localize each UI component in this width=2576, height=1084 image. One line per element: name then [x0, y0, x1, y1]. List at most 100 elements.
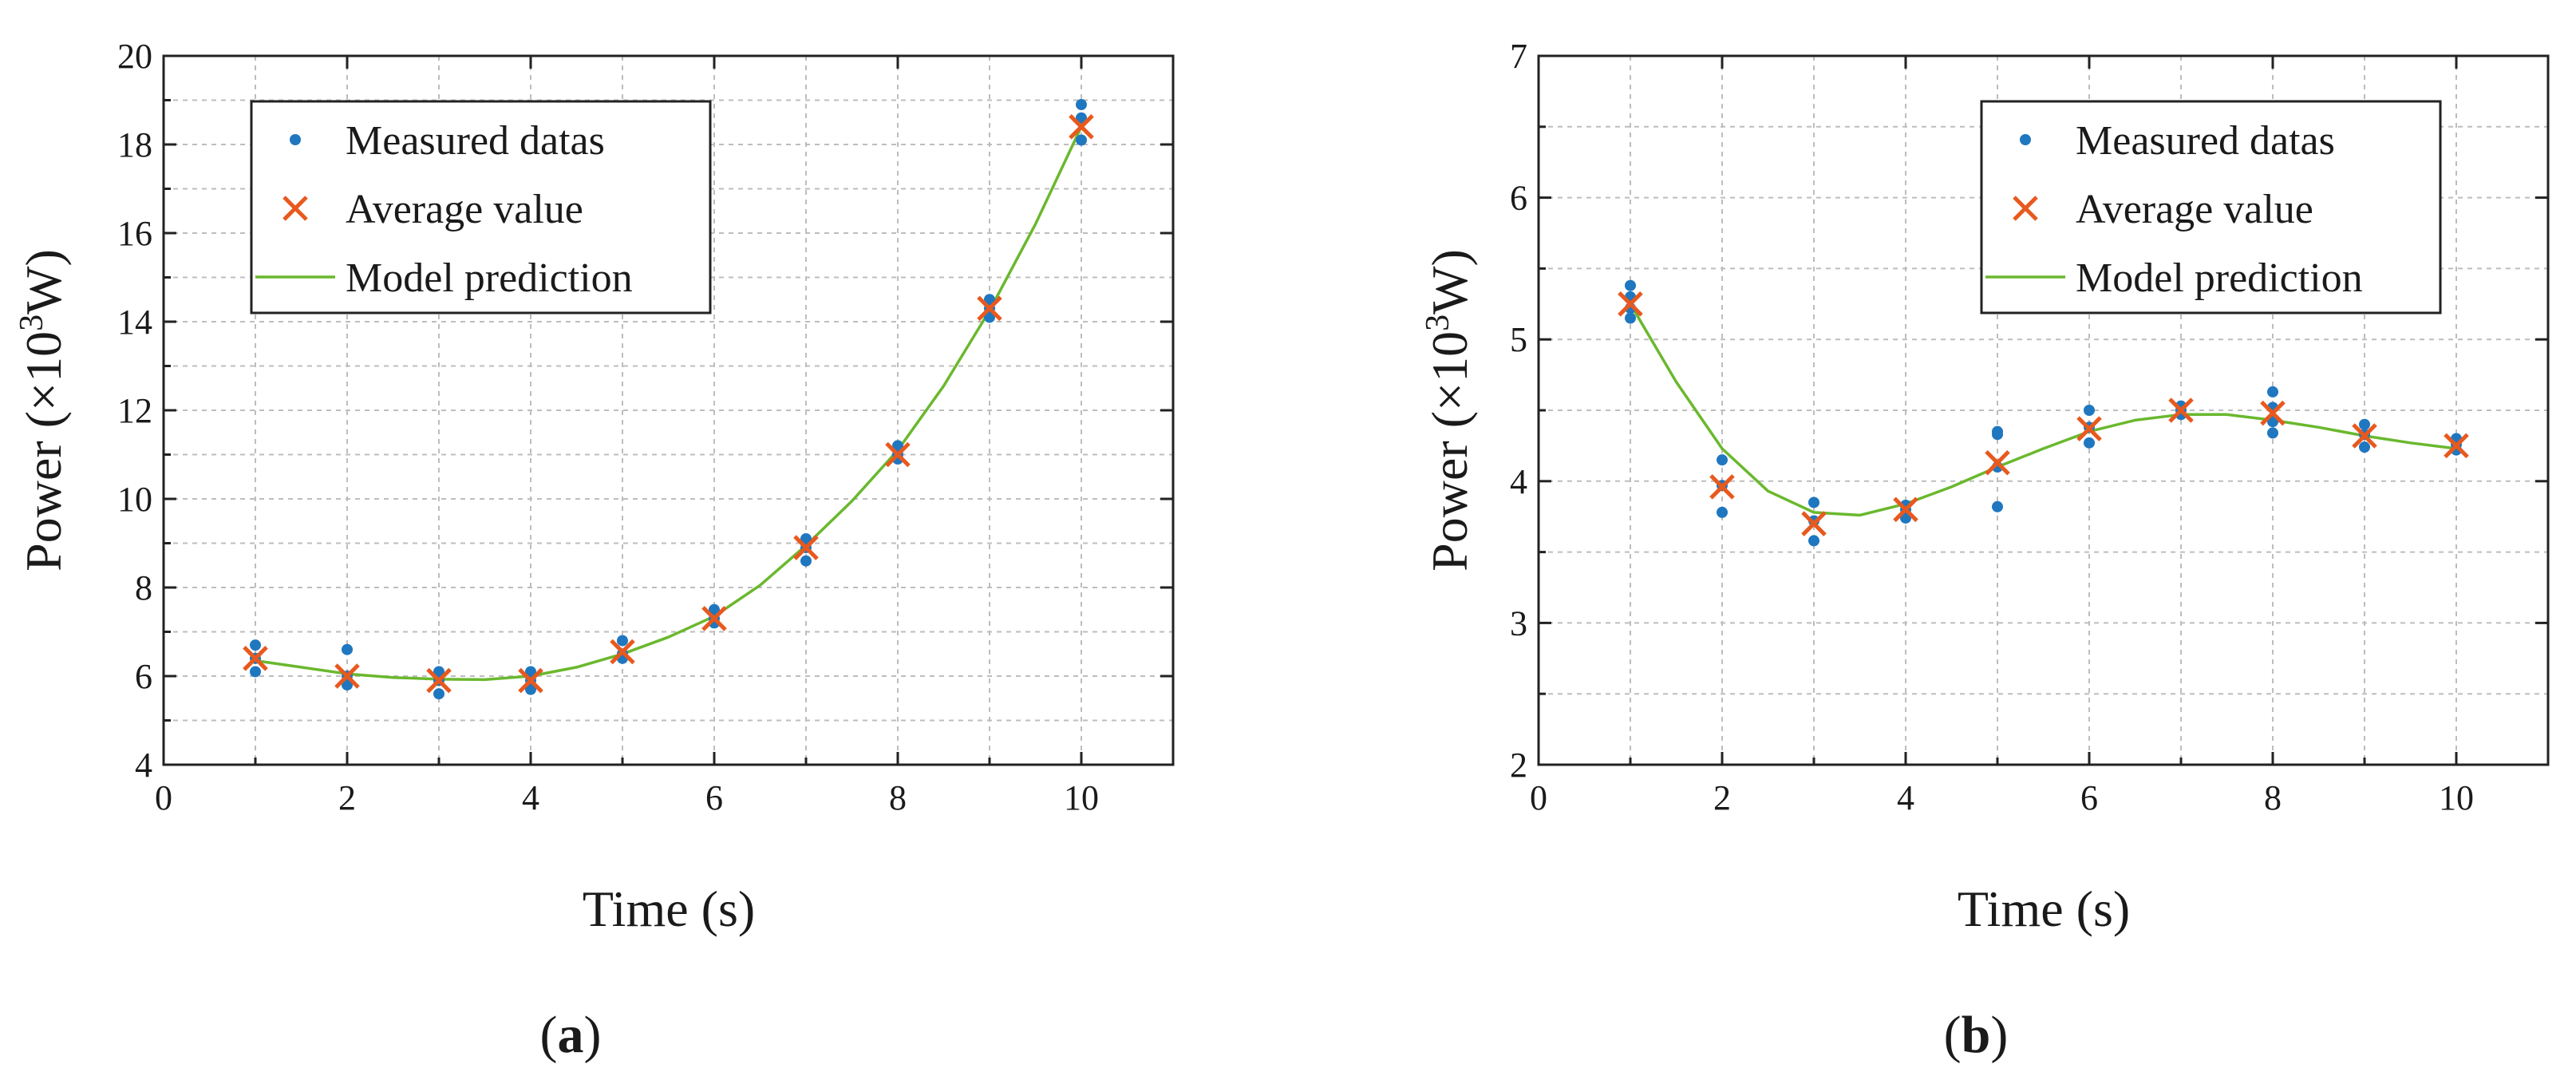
- y-tick-label: 16: [117, 214, 152, 253]
- measured-data-point: [800, 555, 812, 567]
- measured-data-point: [1076, 99, 1087, 111]
- legend-label: Average value: [346, 187, 583, 232]
- average-value-marker-stroke: [977, 295, 1002, 322]
- average-value-marker: [243, 646, 268, 671]
- measured-data-point: [433, 666, 444, 678]
- panel-label: (a): [540, 1006, 602, 1064]
- x-tick-label: 4: [1897, 778, 1914, 817]
- measured-data-point: [1992, 500, 2003, 512]
- legend-x-marker: [2013, 196, 2038, 221]
- measured-data-point: [1717, 506, 1728, 518]
- legend: Measured datas Average value Model predict…: [1980, 100, 2442, 315]
- measured-data-point: [1625, 312, 1636, 324]
- measured-data-point: [2359, 441, 2370, 453]
- average-value-marker-stroke: [518, 667, 543, 694]
- average-value-marker-stroke: [2444, 433, 2469, 459]
- series-model-prediction: [255, 126, 1083, 682]
- average-value-marker: [426, 667, 452, 694]
- measured-data-point: [984, 294, 995, 306]
- model-prediction-line: [1629, 303, 2457, 517]
- y-tick-label: 3: [1510, 603, 1527, 643]
- measured-data-point: [525, 683, 536, 695]
- average-value-marker-stroke: [2168, 398, 2194, 423]
- y-tick-label: 12: [117, 391, 152, 430]
- x-tick-label: 0: [1530, 778, 1547, 817]
- average-value-marker-stroke: [243, 646, 268, 671]
- panel-label: (b): [1944, 1006, 2009, 1064]
- x-tick-label: 6: [705, 778, 723, 817]
- y-tick-label: 8: [135, 568, 152, 607]
- average-value-marker-stroke: [426, 667, 452, 694]
- measured-data-point: [800, 532, 812, 544]
- measured-data-point: [2267, 386, 2278, 398]
- measured-data-point: [2084, 405, 2095, 416]
- legend-label: Measured datas: [2076, 118, 2335, 164]
- x-tick-label: 0: [155, 778, 172, 817]
- y-tick-label: 4: [1510, 462, 1527, 501]
- measured-data-point: [1717, 454, 1728, 466]
- average-value-marker: [2352, 423, 2377, 449]
- x-tick-label: 10: [1064, 778, 1099, 817]
- series-measured-datas: [1625, 279, 2462, 547]
- average-value-marker: [885, 441, 911, 468]
- average-value-marker: [977, 295, 1002, 322]
- average-value-marker-stroke: [701, 606, 727, 631]
- legend-label: Average value: [2076, 187, 2313, 232]
- average-value-marker: [1801, 511, 1827, 536]
- x-tick-label: 8: [889, 778, 907, 817]
- legend-dot-marker: [290, 134, 301, 145]
- average-value-marker: [1618, 291, 1643, 317]
- chart-panel-a: 0 2 4 6 8 10 4 6 8 10 12 14 16 18 20 Time (s) Power (×10…: [14, 37, 1175, 1064]
- legend-label: Model prediction: [2076, 255, 2363, 301]
- average-value-marker-stroke: [793, 535, 819, 560]
- y-tick-label: 10: [117, 480, 152, 519]
- measured-data-point: [617, 635, 628, 647]
- measured-data-point: [2359, 418, 2370, 430]
- measured-data-point: [984, 311, 995, 323]
- y-tick-label: 14: [117, 303, 152, 342]
- measured-data-point: [892, 440, 903, 452]
- x-tick-label: 4: [522, 778, 539, 817]
- measured-data-point: [1076, 134, 1087, 146]
- x-tick-label: 6: [2080, 778, 2098, 817]
- x-tick-label: 10: [2439, 778, 2474, 817]
- average-value-marker: [1709, 474, 1735, 500]
- average-value-marker: [793, 535, 819, 560]
- legend-x-marker: [282, 196, 308, 221]
- series-average-value: [243, 114, 1094, 694]
- x-axis: 0 2 4 6 8 10: [1530, 56, 2474, 817]
- measured-data-point: [1625, 279, 1636, 291]
- average-value-marker: [2076, 416, 2102, 441]
- measured-data-point: [433, 688, 444, 700]
- average-value-marker-stroke: [1618, 291, 1643, 317]
- measured-data-point: [525, 666, 536, 678]
- measured-data-point: [2267, 416, 2278, 428]
- y-tick-label: 6: [1510, 179, 1527, 218]
- average-value-marker: [610, 639, 635, 665]
- average-value-marker: [1069, 114, 1094, 140]
- measured-data-point: [342, 679, 353, 691]
- measured-data-point: [1808, 497, 1819, 508]
- y-tick-label: 20: [117, 37, 152, 76]
- average-value-marker: [2260, 400, 2286, 426]
- measured-data-point: [342, 643, 353, 655]
- average-value-marker-stroke: [885, 441, 911, 468]
- legend-label: Model prediction: [346, 255, 633, 301]
- average-value-marker-stroke: [1893, 497, 1918, 523]
- legend-label: Measured datas: [346, 118, 605, 164]
- average-value-marker: [518, 667, 543, 694]
- average-value-marker: [701, 606, 727, 631]
- y-tick-label: 2: [1510, 746, 1527, 785]
- y-axis-title: Power (×103W): [1420, 249, 1478, 572]
- average-value-marker-stroke: [334, 663, 360, 689]
- average-value-marker: [2168, 398, 2194, 423]
- average-value-marker: [1985, 449, 2010, 476]
- model-prediction-line: [255, 126, 1083, 682]
- average-value-marker: [334, 663, 360, 689]
- legend-dot-marker: [2020, 134, 2031, 145]
- y-tick-label: 7: [1510, 37, 1527, 76]
- x-axis-title: Time (s): [583, 880, 755, 937]
- x-tick-label: 8: [2264, 778, 2282, 817]
- measured-data-point: [709, 603, 720, 615]
